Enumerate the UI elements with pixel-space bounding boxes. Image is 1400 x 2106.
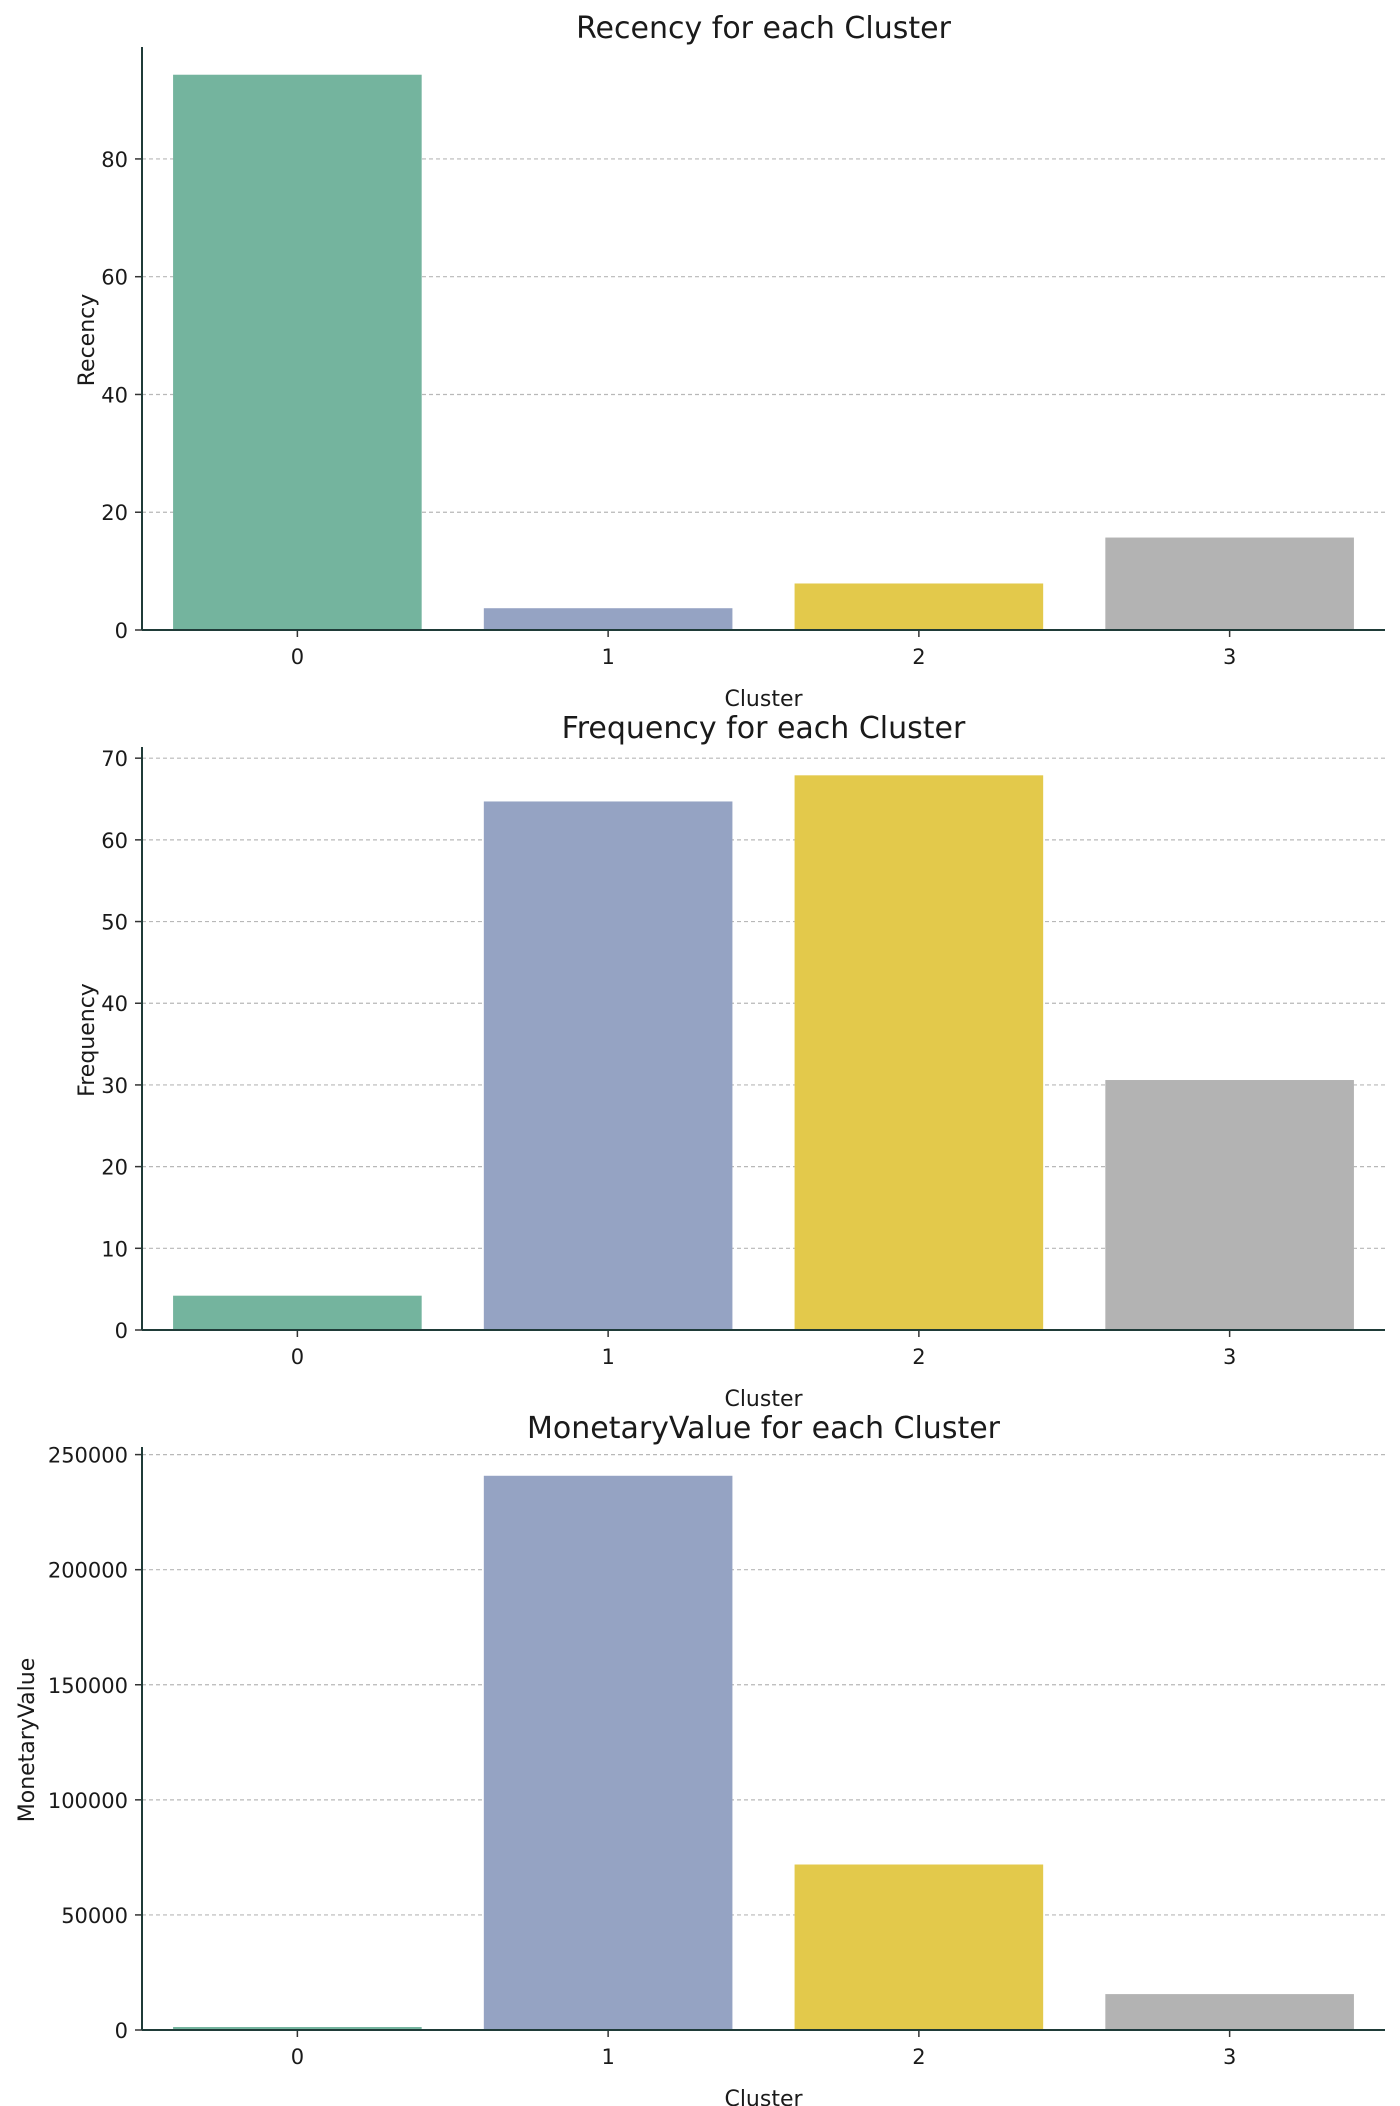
bar-cluster-1 xyxy=(483,801,733,1330)
x-tick-label: 3 xyxy=(1223,1345,1236,1369)
bar-cluster-2 xyxy=(794,1864,1044,2030)
y-tick-label: 100000 xyxy=(48,1789,128,1813)
y-tick-label: 0 xyxy=(115,1319,128,1343)
chart-title: Recency for each Cluster xyxy=(576,11,952,46)
y-tick-label: 40 xyxy=(101,383,128,407)
y-tick-label: 70 xyxy=(101,747,128,771)
x-tick-label: 2 xyxy=(912,1345,925,1369)
bar-cluster-0 xyxy=(173,74,422,631)
y-tick-label: 200000 xyxy=(48,1559,128,1583)
bar-cluster-3 xyxy=(1105,1080,1354,1330)
y-axis-label: Recency xyxy=(75,294,100,387)
y-tick-label: 20 xyxy=(101,501,128,525)
y-axis-label: Frequency xyxy=(75,983,100,1097)
x-tick-label: 1 xyxy=(601,1345,614,1369)
y-tick-label: 50 xyxy=(101,911,128,935)
bar-cluster-3 xyxy=(1105,1994,1354,2030)
x-tick-label: 0 xyxy=(291,2045,304,2069)
x-tick-label: 3 xyxy=(1223,2045,1236,2069)
y-tick-label: 150000 xyxy=(48,1674,128,1698)
y-tick-label: 0 xyxy=(115,619,128,643)
y-tick-label: 10 xyxy=(101,1237,128,1261)
bar-cluster-1 xyxy=(483,1475,733,2030)
y-tick-label: 50000 xyxy=(61,1904,128,1928)
y-tick-label: 20 xyxy=(101,1156,128,1180)
y-tick-label: 60 xyxy=(101,266,128,290)
x-tick-label: 1 xyxy=(601,2045,614,2069)
y-axis-label: MonetaryValue xyxy=(15,1658,40,1823)
chart-panel-1: 0 10 20 30 40 50 60 70 0 1 2 3 Frequency for each Cl… xyxy=(75,711,1385,1412)
y-tick-label: 60 xyxy=(101,829,128,853)
x-tick-label: 2 xyxy=(912,2045,925,2069)
x-tick-label: 2 xyxy=(912,645,925,669)
chart-title: Frequency for each Cluster xyxy=(562,711,966,746)
x-axis-label: Cluster xyxy=(724,687,803,712)
x-tick-label: 1 xyxy=(601,645,614,669)
bar-cluster-2 xyxy=(794,775,1044,1330)
chart-panel-2: 0 50000 100000 150000 200000 250000 0 1 2 3 Moneta… xyxy=(15,1411,1385,2106)
y-tick-label: 40 xyxy=(101,992,128,1016)
bar-cluster-2 xyxy=(794,583,1044,630)
x-axis-label: Cluster xyxy=(724,1387,803,1412)
y-tick-label: 80 xyxy=(101,148,128,172)
bar-cluster-3 xyxy=(1105,537,1354,630)
bar-cluster-1 xyxy=(483,608,733,630)
y-tick-label: 30 xyxy=(101,1074,128,1098)
y-tick-label: 250000 xyxy=(48,1444,128,1468)
bar-cluster-0 xyxy=(173,2027,422,2030)
x-tick-label: 0 xyxy=(291,645,304,669)
x-tick-label: 0 xyxy=(291,1345,304,1369)
chart-panel-0: 0 20 40 60 80 0 1 2 3 Recency for each Cluster Clu… xyxy=(75,11,1385,712)
y-tick-label: 0 xyxy=(115,2019,128,2043)
chart-title: MonetaryValue for each Cluster xyxy=(527,1411,1001,1446)
x-axis-label: Cluster xyxy=(724,2087,803,2106)
bar-cluster-0 xyxy=(173,1295,422,1330)
x-tick-label: 3 xyxy=(1223,645,1236,669)
